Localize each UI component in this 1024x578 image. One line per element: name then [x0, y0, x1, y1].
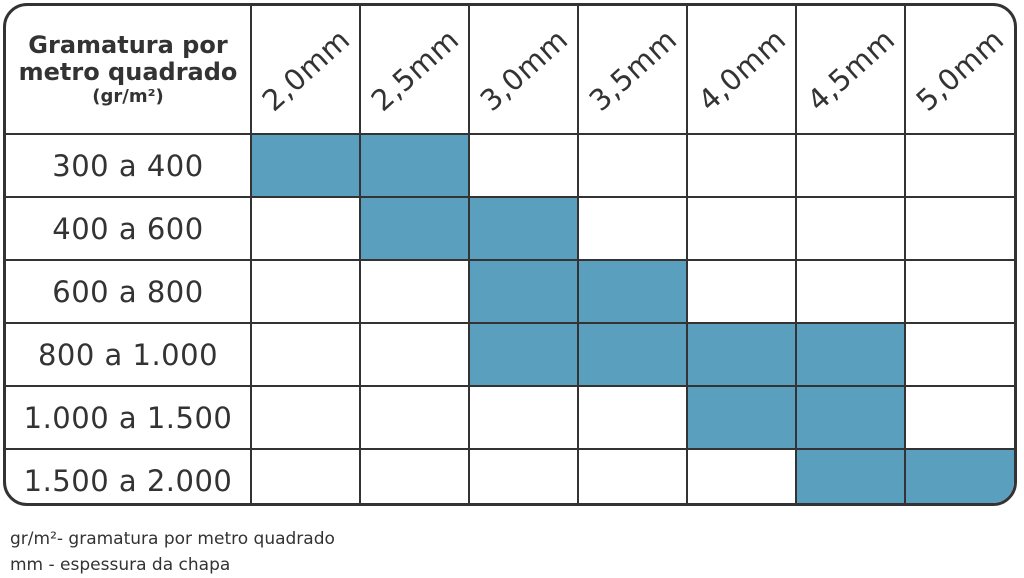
table-row: 1.000 a 1.500 [6, 385, 1014, 450]
thickness-label: 3,0mm [473, 21, 574, 118]
grid-cell [686, 385, 797, 450]
grid-cell [250, 385, 361, 450]
legend: gr/m²- gramatura por metro quadrado mm -… [10, 526, 335, 578]
grid-cell [468, 322, 579, 387]
grid-cell [359, 196, 470, 261]
grid-cell [250, 133, 361, 198]
grid-cell [577, 448, 688, 503]
thickness-header: 3,5mm [577, 6, 688, 135]
thickness-grid: Gramatura por metro quadrado (gr/m²) 2,0… [6, 6, 1014, 503]
legend-line-mm: mm - espessura da chapa [10, 555, 231, 575]
grid-cell [359, 259, 470, 324]
thickness-header: 2,5mm [359, 6, 470, 135]
grid-cell [250, 259, 361, 324]
grid-cell [577, 133, 688, 198]
grid-cell [686, 259, 797, 324]
grid-cell [250, 322, 361, 387]
thickness-label: 2,5mm [364, 21, 465, 118]
grid-cell [795, 259, 906, 324]
row-label: 1.500 a 2.000 [6, 448, 252, 503]
thickness-header: 4,0mm [686, 6, 797, 135]
thickness-label: 5,0mm [909, 21, 1011, 118]
grid-cell [795, 133, 906, 198]
grid-cell [250, 448, 361, 503]
grid-cell [904, 448, 1014, 503]
grid-cell [250, 196, 361, 261]
grid-cell [468, 259, 579, 324]
legend-line-gramatura: gr/m²- gramatura por metro quadrado [10, 529, 335, 549]
thickness-label: 2,0mm [255, 21, 356, 118]
grid-cell [468, 196, 579, 261]
grid-cell [359, 322, 470, 387]
corner-header: Gramatura por metro quadrado (gr/m²) [6, 6, 252, 135]
thickness-label: 4,0mm [691, 21, 792, 118]
grid-cell [359, 385, 470, 450]
grid-cell [686, 196, 797, 261]
grid-cell [686, 322, 797, 387]
grid-cell [795, 196, 906, 261]
header-line-1: Gramatura por [28, 30, 228, 59]
grid-cell [468, 133, 579, 198]
grid-cell [795, 385, 906, 450]
row-label: 300 a 400 [6, 133, 252, 198]
thickness-table: Gramatura por metro quadrado (gr/m²) 2,0… [3, 3, 1017, 506]
grid-cell [904, 385, 1014, 450]
grid-cell [904, 322, 1014, 387]
grid-cell [468, 385, 579, 450]
grid-cell [686, 133, 797, 198]
grid-cell [904, 259, 1014, 324]
grid-cell [904, 133, 1014, 198]
grid-cell [468, 448, 579, 503]
thickness-label: 4,5mm [800, 21, 901, 118]
grid-cell [795, 322, 906, 387]
header-row: Gramatura por metro quadrado (gr/m²) 2,0… [6, 6, 1014, 135]
grid-cell [795, 448, 906, 503]
table-row: 1.500 a 2.000 [6, 448, 1014, 503]
thickness-label: 3,5mm [582, 21, 683, 118]
grid-cell [359, 133, 470, 198]
grid-cell [904, 196, 1014, 261]
grid-cell [577, 385, 688, 450]
thickness-header: 2,0mm [250, 6, 361, 135]
table-body: 300 a 400 400 a 600 600 a 800 [6, 133, 1014, 503]
grid-cell [577, 259, 688, 324]
table-row: 600 a 800 [6, 259, 1014, 324]
grid-cell [359, 448, 470, 503]
grid-cell [577, 322, 688, 387]
grid-cell [577, 196, 688, 261]
table-row: 300 a 400 [6, 133, 1014, 198]
grid-cell [686, 448, 797, 503]
header-line-2: metro quadrado [18, 58, 238, 87]
table-row: 400 a 600 [6, 196, 1014, 261]
row-label: 1.000 a 1.500 [6, 385, 252, 450]
row-label: 400 a 600 [6, 196, 252, 261]
thickness-header: 5,0mm [904, 6, 1014, 135]
row-label: 600 a 800 [6, 259, 252, 324]
thickness-header: 4,5mm [795, 6, 906, 135]
table-row: 800 a 1.000 [6, 322, 1014, 387]
thickness-header: 3,0mm [468, 6, 579, 135]
header-line-3: (gr/m²) [92, 85, 164, 107]
row-label: 800 a 1.000 [6, 322, 252, 387]
